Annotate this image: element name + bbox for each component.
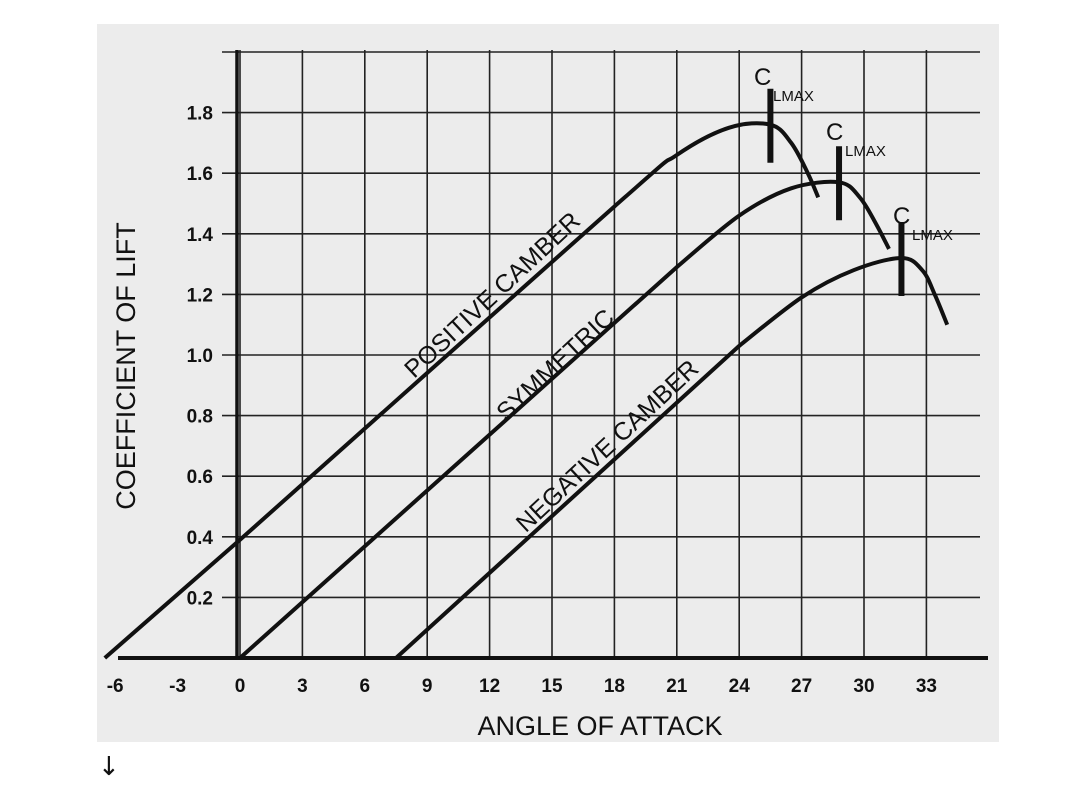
clmax-label-positive-camber: C LMAX: [754, 64, 814, 105]
y-tick-labels: 0.2 0.4 0.6 0.8 1.0 1.2 1.4 1.6 1.8: [187, 104, 214, 610]
y-tick-label: 1.6: [187, 164, 213, 185]
y-tick-label: 0.4: [187, 528, 214, 549]
x-tick-label: 9: [422, 676, 433, 697]
y-tick-label: 0.2: [187, 588, 213, 609]
y-tick-label: 1.0: [187, 346, 213, 367]
x-tick-label: 3: [297, 676, 308, 697]
x-tick-label: 15: [541, 676, 563, 697]
x-tick-label: 12: [479, 676, 500, 697]
clmax-letter: C: [826, 119, 843, 146]
x-tick-label: 30: [853, 676, 874, 697]
x-tick-label: -6: [107, 676, 124, 697]
clmax-subscript: LMAX: [773, 88, 814, 105]
clmax-subscript: LMAX: [845, 143, 886, 160]
clmax-label-symmetric: C LMAX: [826, 119, 886, 160]
y-axis-title: COEFFICIENT OF LIFT: [111, 222, 141, 510]
x-axis-title: ANGLE OF ATTACK: [477, 711, 722, 741]
y-tick-label: 1.8: [187, 104, 213, 125]
grid-lines: [222, 50, 980, 658]
x-tick-label: 21: [666, 676, 688, 697]
y-tick-label: 0.8: [187, 407, 213, 428]
y-tick-label: 1.2: [187, 285, 213, 306]
clmax-markers: [767, 88, 905, 297]
x-tick-label: 18: [604, 676, 625, 697]
x-tick-label: 0: [235, 676, 246, 697]
series-line-positive-camber: [103, 121, 821, 660]
clmax-subscript: LMAX: [912, 227, 953, 244]
x-tick-label: 6: [360, 676, 371, 697]
clmax-letter: C: [754, 64, 771, 91]
x-tick-label: 24: [729, 676, 751, 697]
down-arrow-icon: ↓: [98, 752, 120, 782]
clmax-label-negative-camber: C LMAX: [893, 203, 953, 244]
axes: [118, 50, 988, 660]
y-tick-label: 1.4: [187, 225, 214, 246]
x-tick-label: 33: [916, 676, 937, 697]
y-tick-label: 0.6: [187, 467, 213, 488]
clmax-letter: C: [893, 203, 910, 230]
x-tick-labels: -6 -3 0 3 6 9 12 15 18 21 24 27 30 33: [107, 676, 937, 697]
series-label-symmetric: SYMMETRIC: [491, 304, 620, 427]
x-tick-label: 27: [791, 676, 812, 697]
x-tick-label: -3: [169, 676, 186, 697]
